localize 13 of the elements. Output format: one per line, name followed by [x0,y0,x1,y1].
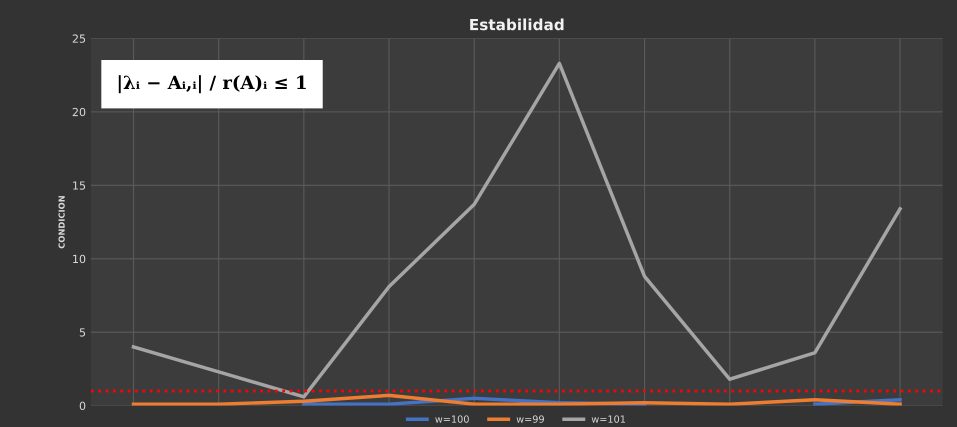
y-tick-label: 5 [80,328,86,337]
legend-label: w=99 [516,415,544,423]
y-tick-label: 25 [72,34,86,43]
chart-title: Estabilidad [470,18,564,30]
legend-label: w=101 [592,415,626,423]
y-axis-title: CONDICION [58,196,65,248]
legend-label: w=100 [435,415,469,423]
line-series [132,394,902,406]
y-tick-label: 0 [80,402,86,410]
y-tick-label: 20 [72,108,86,116]
y-tick-label: 15 [73,181,86,190]
y-tick-label: 10 [73,254,86,264]
annotation: |λᵢ − Aᵢ,ᵢ| / r(A)ᵢ ≤ 1 [118,75,306,94]
